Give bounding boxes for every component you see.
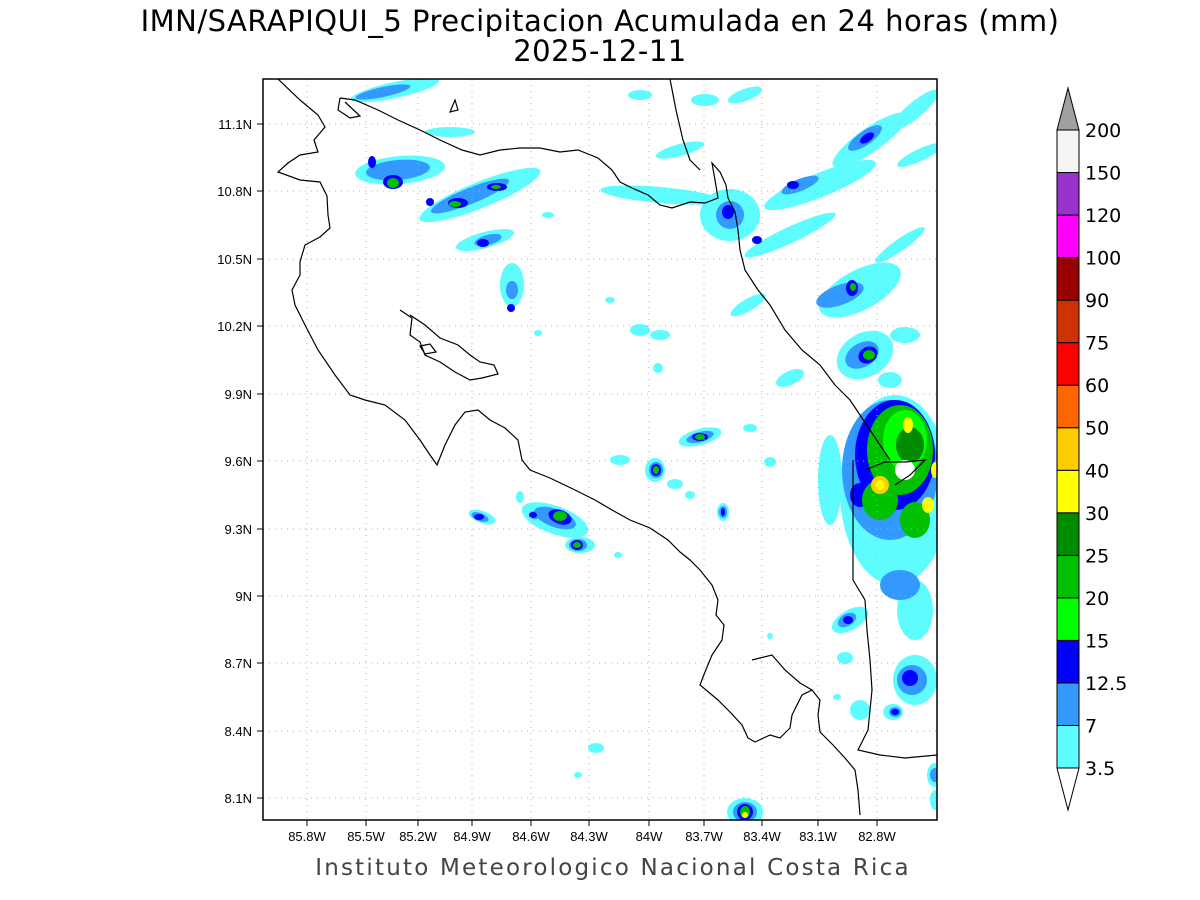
lon-tick-label: 83.4W (743, 829, 781, 844)
colorbar-swatch (1056, 214, 1080, 259)
colorbar-swatch (1056, 554, 1080, 599)
lon-tick-label: 82.8W (858, 829, 896, 844)
colorbar-label: 15 (1085, 630, 1109, 652)
lon-tick-label: 85.2W (399, 829, 437, 844)
lon-tick-label: 85.5W (347, 829, 385, 844)
colorbar-swatch (1056, 129, 1080, 174)
colorbar-swatch (1056, 469, 1080, 514)
graticule (263, 79, 937, 820)
colorbar-label: 3.5 (1085, 758, 1115, 780)
lat-tick-label: 9N (235, 589, 252, 604)
colorbar-label: 150 (1085, 163, 1121, 185)
lon-tick-label: 84.9W (453, 829, 491, 844)
colorbar-swatch (1056, 342, 1080, 386)
colorbar-label: 60 (1085, 375, 1109, 397)
lon-tick-label: 85.8W (288, 829, 326, 844)
colorbar-label: 120 (1085, 205, 1121, 227)
colorbar-swatch (1056, 724, 1080, 769)
lat-tick-label: 11.1N (218, 117, 252, 132)
map-title: IMN/SARAPIQUI_5 Precipitacion Acumulada … (140, 4, 1060, 38)
lat-tick-label: 9.6N (225, 454, 252, 469)
lon-tick-label: 83.1W (799, 829, 837, 844)
footer-credit: Instituto Meteorologico Nacional Costa R… (315, 855, 911, 881)
lat-tick-label: 9.3N (225, 522, 252, 537)
colorbar-label: 30 (1085, 503, 1109, 525)
colorbar-swatch (1056, 597, 1080, 641)
colorbar-min-triangle (1056, 767, 1080, 812)
lat-tick-label: 10.2N (217, 319, 252, 334)
colorbar-label: 7 (1085, 715, 1097, 737)
map-frame (262, 78, 938, 821)
colorbar-label: 40 (1085, 460, 1109, 482)
colorbar-swatch (1056, 639, 1080, 684)
colorbar-swatch (1056, 427, 1080, 471)
colorbar-swatch (1056, 299, 1080, 344)
colorbar-label: 200 (1085, 120, 1121, 142)
colorbar-max-triangle (1056, 86, 1080, 131)
lon-tick-label: 84.6W (512, 829, 550, 844)
colorbar-label: 90 (1085, 290, 1109, 312)
colorbar-swatch (1056, 172, 1080, 216)
colorbar-label: 50 (1085, 418, 1109, 440)
colorbar-swatch (1056, 682, 1080, 726)
lat-tick-label: 10.5N (217, 252, 252, 267)
lat-tick-label: 10.8N (217, 184, 252, 199)
lon-tick-label: 84.3W (570, 829, 608, 844)
colorbar-label: 100 (1085, 248, 1121, 270)
lon-tick-label: 84W (636, 829, 663, 844)
colorbar-label: 25 (1085, 545, 1109, 567)
colorbar-swatch (1056, 512, 1080, 556)
colorbar-swatch (1056, 257, 1080, 301)
precipitation-field (350, 79, 937, 820)
colorbar-swatch (1056, 384, 1080, 429)
coastline (276, 79, 937, 816)
lat-tick-label: 8.4N (225, 724, 252, 739)
lat-tick-label: 8.7N (225, 656, 252, 671)
colorbar-label: 75 (1085, 333, 1109, 355)
map-date: 2025-12-11 (513, 34, 687, 68)
colorbar-label: 12.5 (1085, 673, 1127, 695)
lon-tick-label: 83.7W (685, 829, 723, 844)
lat-tick-label: 8.1N (225, 791, 252, 806)
colorbar-label: 20 (1085, 588, 1109, 610)
lat-tick-label: 9.9N (225, 387, 252, 402)
colorbar: 3.5 7 12.5 15 20 25 30 40 50 60 75 90 100 120 150 200 (1056, 86, 1127, 812)
